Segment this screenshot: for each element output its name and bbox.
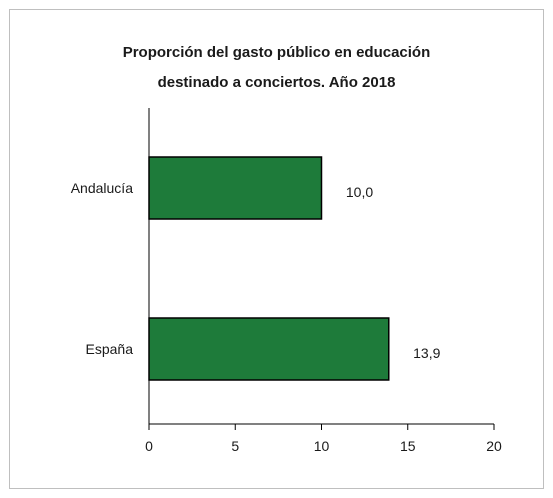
x-tick-label-10: 10 <box>314 438 330 454</box>
value-label-1: 10,0 <box>346 184 373 200</box>
x-tick-label-0: 0 <box>145 438 153 454</box>
bar-2 <box>148 317 390 381</box>
category-label-2: España <box>86 341 134 357</box>
category-label-1: Andalucía <box>71 180 133 196</box>
chart-title-line-1: Proporción del gasto público en educació… <box>122 44 431 61</box>
x-tick-label-15: 15 <box>400 438 416 454</box>
x-tick-label-20: 20 <box>486 438 502 454</box>
chart-frame <box>9 9 544 489</box>
chart-title: Proporción del gasto público en educació… <box>0 38 553 98</box>
value-label-2: 13,9 <box>413 345 440 361</box>
x-tick-label-5: 5 <box>231 438 239 454</box>
bar-1 <box>148 156 323 220</box>
chart-title-line-2: destinado a conciertos. Año 2018 <box>157 74 396 91</box>
